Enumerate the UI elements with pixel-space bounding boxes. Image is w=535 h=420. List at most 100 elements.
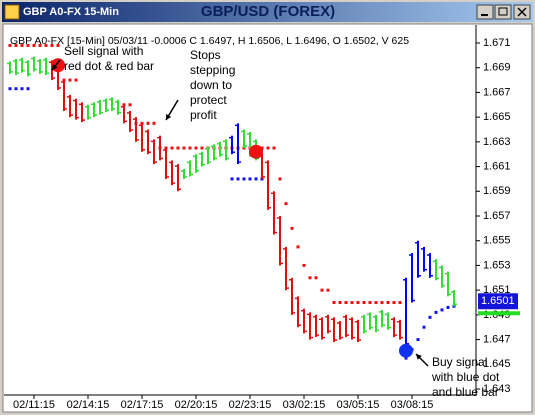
stop-dot [74, 78, 78, 82]
y-tick-label: 1.643 [483, 383, 511, 395]
stop-dot [38, 43, 42, 47]
stop-dot [8, 87, 12, 91]
stop-dot [26, 43, 30, 47]
stop-dot [338, 301, 342, 304]
chart-area [2, 23, 533, 413]
annotation: profit [190, 108, 217, 122]
stop-dot [170, 146, 174, 150]
y-tick-label: 1.645 [483, 358, 511, 370]
stop-dot [20, 43, 24, 47]
stop-dot [146, 121, 150, 125]
stop-dot [392, 301, 396, 304]
annotation: and blue bar [432, 385, 499, 399]
last-price-box [478, 293, 518, 310]
stop-dot [434, 310, 438, 314]
stop-dot [302, 263, 306, 267]
stop-dot [194, 146, 198, 150]
y-tick-label: 1.671 [483, 37, 511, 49]
annotation: Sell signal with [64, 44, 143, 58]
y-tick-label: 1.647 [483, 333, 511, 345]
annotation: Buy signal [432, 355, 487, 369]
stop-dot [332, 301, 336, 304]
signal-dot [249, 144, 263, 159]
stop-dot [416, 338, 420, 342]
stop-dot [404, 356, 408, 360]
y-tick-label: 1.659 [483, 185, 511, 197]
arrow-head [416, 354, 422, 360]
info-line: GBP A0-FX [15-Min] 05/03/11 -0.0006 C 1.… [10, 35, 409, 47]
annotation: protect [190, 93, 227, 107]
y-tick-label: 1.657 [483, 210, 511, 222]
stop-dot [14, 87, 18, 91]
stop-dot [200, 146, 204, 150]
stop-dot [320, 288, 324, 292]
annotation: with blue dot [431, 370, 500, 384]
stop-dot [50, 43, 54, 47]
chart-title: GBP/USD (FOREX) [201, 3, 335, 20]
annotation: red dot & red bar [64, 59, 154, 73]
stop-dot [446, 305, 450, 309]
arrow-head [166, 114, 172, 120]
stop-dot [32, 43, 36, 47]
stop-dot [374, 301, 378, 304]
x-tick-label: 03/02:15 [283, 399, 326, 411]
stop-dot [68, 78, 72, 82]
stop-dot [422, 325, 426, 329]
arrow-head [52, 64, 58, 70]
stop-dot [344, 301, 348, 304]
stop-dot [236, 177, 240, 181]
y-tick-label: 1.661 [483, 160, 511, 172]
y-tick-label: 1.669 [483, 62, 511, 74]
y-tick-label: 1.655 [483, 235, 511, 247]
annotation: Stops [190, 48, 221, 62]
stop-dot [386, 301, 390, 304]
y-tick-label: 1.651 [483, 284, 511, 296]
signal-dot [399, 343, 413, 358]
stop-dot [44, 43, 48, 47]
maximize-button[interactable] [494, 4, 512, 20]
stop-dot [350, 301, 354, 304]
x-tick-label: 03/05:15 [337, 399, 380, 411]
x-tick-label: 02/14:15 [67, 399, 110, 411]
annotation: down to [190, 78, 232, 92]
x-tick-label: 02/11:15 [13, 399, 55, 411]
stop-dot [254, 177, 258, 181]
stop-dot [278, 177, 282, 181]
y-tick-label: 1.653 [483, 259, 511, 271]
annotation: stepping [190, 63, 235, 77]
stop-dot [26, 87, 30, 91]
stop-dot [188, 146, 192, 150]
window-title: GBP A0-FX 15-Min [23, 6, 119, 18]
stop-dot [182, 146, 186, 150]
stop-dot [308, 276, 312, 280]
stop-dot [248, 177, 252, 181]
last-price-label: 1.6501 [481, 295, 515, 307]
stop-dot [362, 301, 366, 304]
y-tick-label: 1.667 [483, 86, 511, 98]
minimize-button[interactable] [476, 4, 494, 20]
stop-dot [368, 301, 372, 304]
stop-dot [440, 308, 444, 312]
y-tick-label: 1.665 [483, 111, 511, 123]
window-buttons[interactable] [476, 4, 531, 20]
stop-dot [314, 276, 318, 280]
stop-dot [296, 245, 300, 249]
stop-dot [14, 43, 18, 47]
x-tick-label: 02/17:15 [121, 399, 164, 411]
stop-dot [380, 301, 384, 304]
title-bar [2, 2, 533, 22]
app-icon [4, 4, 20, 20]
x-tick-label: 02/20:15 [175, 399, 218, 411]
stop-dot [20, 87, 24, 91]
stop-dot [230, 177, 234, 181]
stop-dot [56, 43, 60, 47]
stop-dot [176, 146, 180, 150]
stop-dot [326, 288, 330, 292]
stop-dot [266, 146, 270, 150]
stop-dot [356, 301, 360, 304]
stop-dot [290, 226, 294, 230]
stop-dot [284, 202, 288, 206]
y-tick-label: 1.663 [483, 136, 511, 148]
stop-dot [8, 43, 12, 47]
